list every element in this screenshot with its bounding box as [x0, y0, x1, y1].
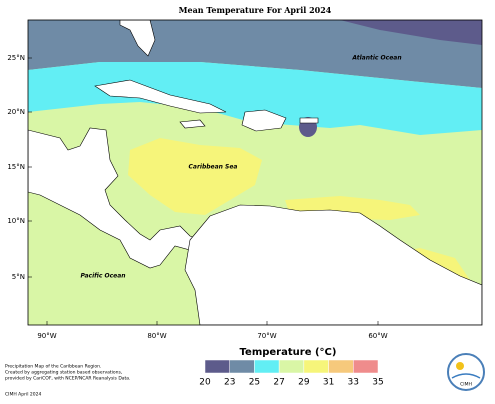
notes: Precipitation Map of the Caribbean Regio… — [5, 364, 131, 398]
colorbar-bin — [204, 359, 230, 374]
logo-ring — [447, 353, 485, 391]
land — [241, 109, 287, 132]
zone — [340, 20, 482, 45]
land — [179, 119, 206, 129]
map-frame — [27, 19, 483, 326]
ocean-label: Pacific Ocean — [80, 273, 125, 280]
sea-label: Caribbean Sea — [189, 164, 238, 171]
title: Mean Temperature For April 2024 — [179, 5, 332, 15]
lat-label: 25°N — [7, 54, 25, 62]
ocean-label: Atlantic Ocean — [351, 55, 401, 62]
zone — [28, 62, 482, 135]
lon-label: 70°W — [257, 332, 276, 340]
credit: CIMH April 2024 — [5, 392, 41, 398]
lon-label: 90°W — [37, 332, 56, 340]
logo-text: CIMH — [460, 382, 472, 388]
colorbar-tick: 25 — [249, 378, 260, 388]
logo: CIMH — [447, 353, 485, 391]
colorbar-bin — [353, 359, 379, 374]
colorbar-bin — [278, 359, 305, 374]
colorbar-tick: 23 — [224, 378, 235, 388]
note: provided by CariCOF, with NCEP/NCAR Rean… — [5, 376, 131, 382]
zone — [128, 138, 262, 215]
land — [299, 117, 319, 124]
colorbar-bin — [328, 359, 354, 374]
colorbar-tick: 27 — [273, 378, 284, 388]
logo-wave — [451, 373, 481, 379]
lat-label: 20°N — [7, 108, 25, 116]
axes: 25°N 20°N 15°N 10°N 5°N 90°W 80°W 70°W 60°W — [7, 54, 387, 340]
colorbar-tick: 29 — [298, 378, 310, 388]
colorbar: 20 23 25 27 29 31 33 35 — [199, 359, 384, 388]
land — [184, 204, 482, 325]
lat-label: 15°N — [7, 163, 25, 171]
lat-label: 5°N — [12, 273, 25, 281]
map — [28, 20, 482, 325]
colorbar-tick: 20 — [199, 378, 211, 388]
land — [94, 79, 227, 114]
land — [119, 20, 156, 57]
colorbar-tick: 35 — [372, 378, 383, 388]
land — [28, 127, 201, 269]
colorbar-tick: 33 — [348, 378, 359, 388]
colorbar-bin — [303, 359, 329, 374]
lat-label: 10°N — [7, 217, 25, 225]
colorbar-bin — [254, 359, 280, 374]
lon-label: 60°W — [368, 332, 387, 340]
note: Created by aggregating station based obs… — [5, 370, 122, 376]
logo-sun — [456, 362, 464, 370]
legend-title: Temperature (°C) — [240, 347, 337, 358]
colorbar-tick: 31 — [323, 378, 334, 388]
colorbar-bin — [229, 359, 255, 374]
note: Precipitation Map of the Caribbean Regio… — [5, 364, 101, 370]
lon-label: 80°W — [147, 332, 166, 340]
